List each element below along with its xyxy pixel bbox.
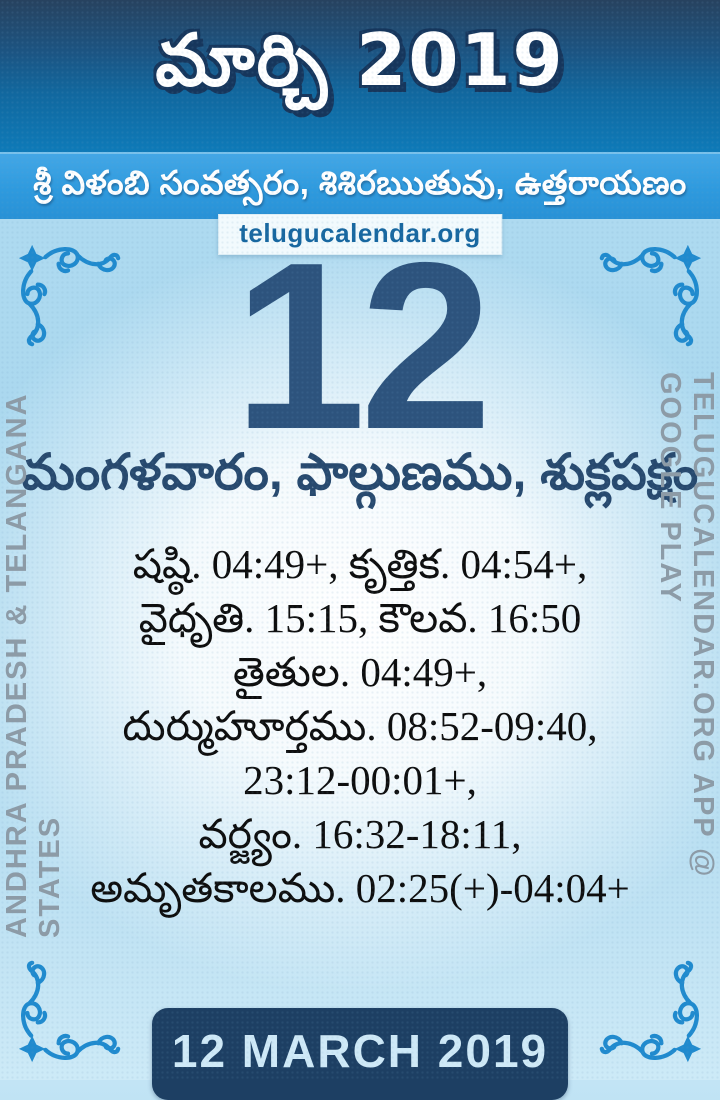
panchangam-line: దుర్ముహూర్తము. 08:52-09:40,: [122, 703, 598, 749]
header-banner: మార్చి 2019: [0, 0, 720, 152]
panchangam-line: అమృతకాలము. 02:25(+)-04:04+: [90, 865, 630, 911]
panchangam-line: వైధృతి. 15:15, కౌలవ. 16:50: [138, 595, 582, 641]
year-info-text: శ్రీ విళంబి సంవత్సరం, శిశిరఋతువు, ఉత్తరా…: [33, 163, 687, 201]
left-states-label: ANDHRA PRADESH & TELANGANA STATES: [1, 393, 66, 938]
date-plate-label: 12 MARCH 2019: [171, 1025, 549, 1077]
corner-flourish-icon: [597, 960, 705, 1064]
date-plate-button[interactable]: 12 MARCH 2019: [152, 1008, 568, 1100]
year-info-band: శ్రీ విళంబి సంవత్సరం, శిశిరఋతువు, ఉత్తరా…: [0, 152, 720, 219]
panchangam-line: షష్ఠి. 04:49+, కృత్తిక. 04:54+,: [132, 541, 588, 587]
panchangam-line: తైతుల. 04:49+,: [232, 649, 488, 695]
corner-flourish-icon: [597, 243, 705, 347]
site-badge-link[interactable]: telugucalendar.org: [218, 214, 502, 255]
panchangam-line: 23:12-00:01+,: [243, 757, 477, 803]
corner-flourish-icon: [15, 243, 123, 347]
panchangam-line: వర్జ్యం. 16:32-18:11,: [198, 811, 522, 857]
month-year-title: మార్చి 2019: [155, 18, 565, 102]
weekday-month-paksha-line: మంగళవారం, ఫాల్గుణము, శుక్లపక్షం: [21, 444, 699, 500]
panchangam-details: షష్ఠి. 04:49+, కృత్తిక. 04:54+, వైధృతి. …: [0, 537, 720, 915]
right-app-promo-label: TELUGUCALENDAR.ORG APP @ GOOGLE PLAY: [654, 372, 719, 879]
corner-flourish-icon: [15, 960, 123, 1064]
day-number: 12: [233, 214, 493, 479]
